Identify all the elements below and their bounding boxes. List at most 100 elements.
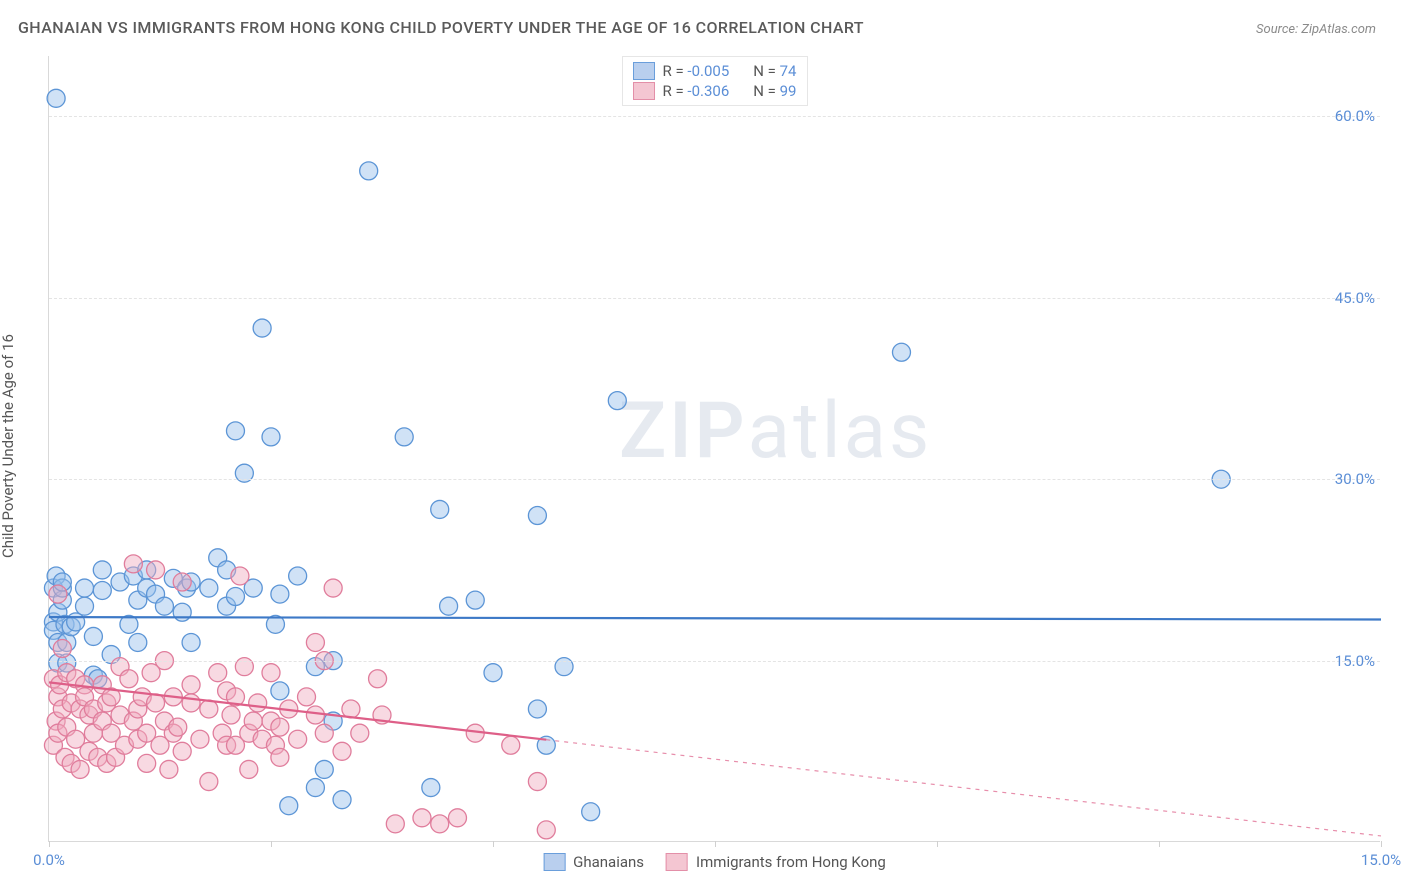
- data-point: [413, 809, 431, 827]
- x-tick-label: 0.0%: [33, 851, 65, 869]
- data-point: [502, 736, 520, 754]
- data-point: [53, 640, 71, 658]
- legend-series-item: Ghanaians: [543, 853, 644, 871]
- data-point: [431, 500, 449, 518]
- legend-swatch: [666, 853, 688, 871]
- data-point: [160, 760, 178, 778]
- data-point: [608, 392, 626, 410]
- y-axis-label: Child Poverty Under the Age of 16: [0, 334, 17, 558]
- data-point: [200, 773, 218, 791]
- data-point: [360, 162, 378, 180]
- x-tick: [715, 841, 716, 847]
- data-point: [120, 670, 138, 688]
- data-point: [200, 700, 218, 718]
- y-tick-label: 60.0%: [1335, 107, 1383, 125]
- x-tick: [271, 841, 272, 847]
- data-point: [528, 507, 546, 525]
- data-point: [191, 730, 209, 748]
- legend-series-label: Immigrants from Hong Kong: [696, 853, 886, 871]
- data-point: [289, 567, 307, 585]
- x-tick: [937, 841, 938, 847]
- data-point: [422, 779, 440, 797]
- data-point: [289, 730, 307, 748]
- data-point: [892, 343, 910, 361]
- data-point: [169, 718, 187, 736]
- gridline: [49, 116, 1380, 117]
- data-point: [200, 579, 218, 597]
- source-label: Source: ZipAtlas.com: [1256, 22, 1376, 37]
- legend-swatch: [543, 853, 565, 871]
- data-point: [182, 694, 200, 712]
- gridline: [49, 298, 1380, 299]
- data-point: [351, 724, 369, 742]
- plot-svg: [49, 56, 1380, 841]
- x-tick: [1381, 841, 1382, 847]
- data-point: [386, 815, 404, 833]
- data-point: [240, 760, 258, 778]
- legend-series-item: Immigrants from Hong Kong: [666, 853, 886, 871]
- data-point: [222, 706, 240, 724]
- data-point: [182, 633, 200, 651]
- data-point: [466, 591, 484, 609]
- data-point: [147, 694, 165, 712]
- data-point: [67, 613, 85, 631]
- data-point: [431, 815, 449, 833]
- data-point: [182, 676, 200, 694]
- legend-series: Ghanaians Immigrants from Hong Kong: [543, 853, 886, 871]
- data-point: [76, 579, 94, 597]
- data-point: [342, 700, 360, 718]
- data-point: [537, 821, 555, 839]
- data-point: [528, 773, 546, 791]
- data-point: [249, 694, 267, 712]
- data-point: [324, 579, 342, 597]
- gridline: [49, 479, 1380, 480]
- data-point: [84, 627, 102, 645]
- data-point: [315, 760, 333, 778]
- data-point: [271, 682, 289, 700]
- data-point: [582, 803, 600, 821]
- data-point: [47, 89, 65, 107]
- data-point: [253, 319, 271, 337]
- legend-correlation-row: R = -0.306N = 99: [633, 81, 797, 101]
- data-point: [147, 561, 165, 579]
- x-tick: [49, 841, 50, 847]
- data-point: [306, 779, 324, 797]
- data-point: [173, 742, 191, 760]
- legend-series-label: Ghanaians: [573, 853, 644, 871]
- data-point: [155, 597, 173, 615]
- data-point: [271, 585, 289, 603]
- y-tick-label: 15.0%: [1335, 652, 1383, 670]
- data-point: [231, 567, 249, 585]
- legend-swatch: [633, 62, 655, 80]
- data-point: [138, 754, 156, 772]
- data-point: [93, 561, 111, 579]
- legend-swatch: [633, 82, 655, 100]
- data-point: [76, 597, 94, 615]
- legend-correlation: R = -0.005 N = 74R = -0.306N = 99: [622, 56, 808, 106]
- data-point: [124, 555, 142, 573]
- legend-correlation-row: R = -0.005 N = 74: [633, 61, 797, 81]
- trend-line-extrapolated: [546, 740, 1381, 836]
- data-point: [395, 428, 413, 446]
- data-point: [315, 724, 333, 742]
- data-point: [271, 748, 289, 766]
- y-tick-label: 30.0%: [1335, 470, 1383, 488]
- data-point: [369, 670, 387, 688]
- data-point: [129, 633, 147, 651]
- gridline: [49, 661, 1380, 662]
- data-point: [262, 428, 280, 446]
- n-label: N = 74: [753, 62, 796, 80]
- n-label: N = 99: [753, 82, 796, 100]
- data-point: [71, 760, 89, 778]
- data-point: [271, 718, 289, 736]
- data-point: [306, 706, 324, 724]
- data-point: [333, 742, 351, 760]
- r-label: R = -0.005: [663, 62, 730, 80]
- data-point: [262, 664, 280, 682]
- data-point: [226, 588, 244, 606]
- data-point: [173, 603, 191, 621]
- trend-line: [49, 617, 1381, 619]
- data-point: [333, 791, 351, 809]
- data-point: [440, 597, 458, 615]
- data-point: [306, 633, 324, 651]
